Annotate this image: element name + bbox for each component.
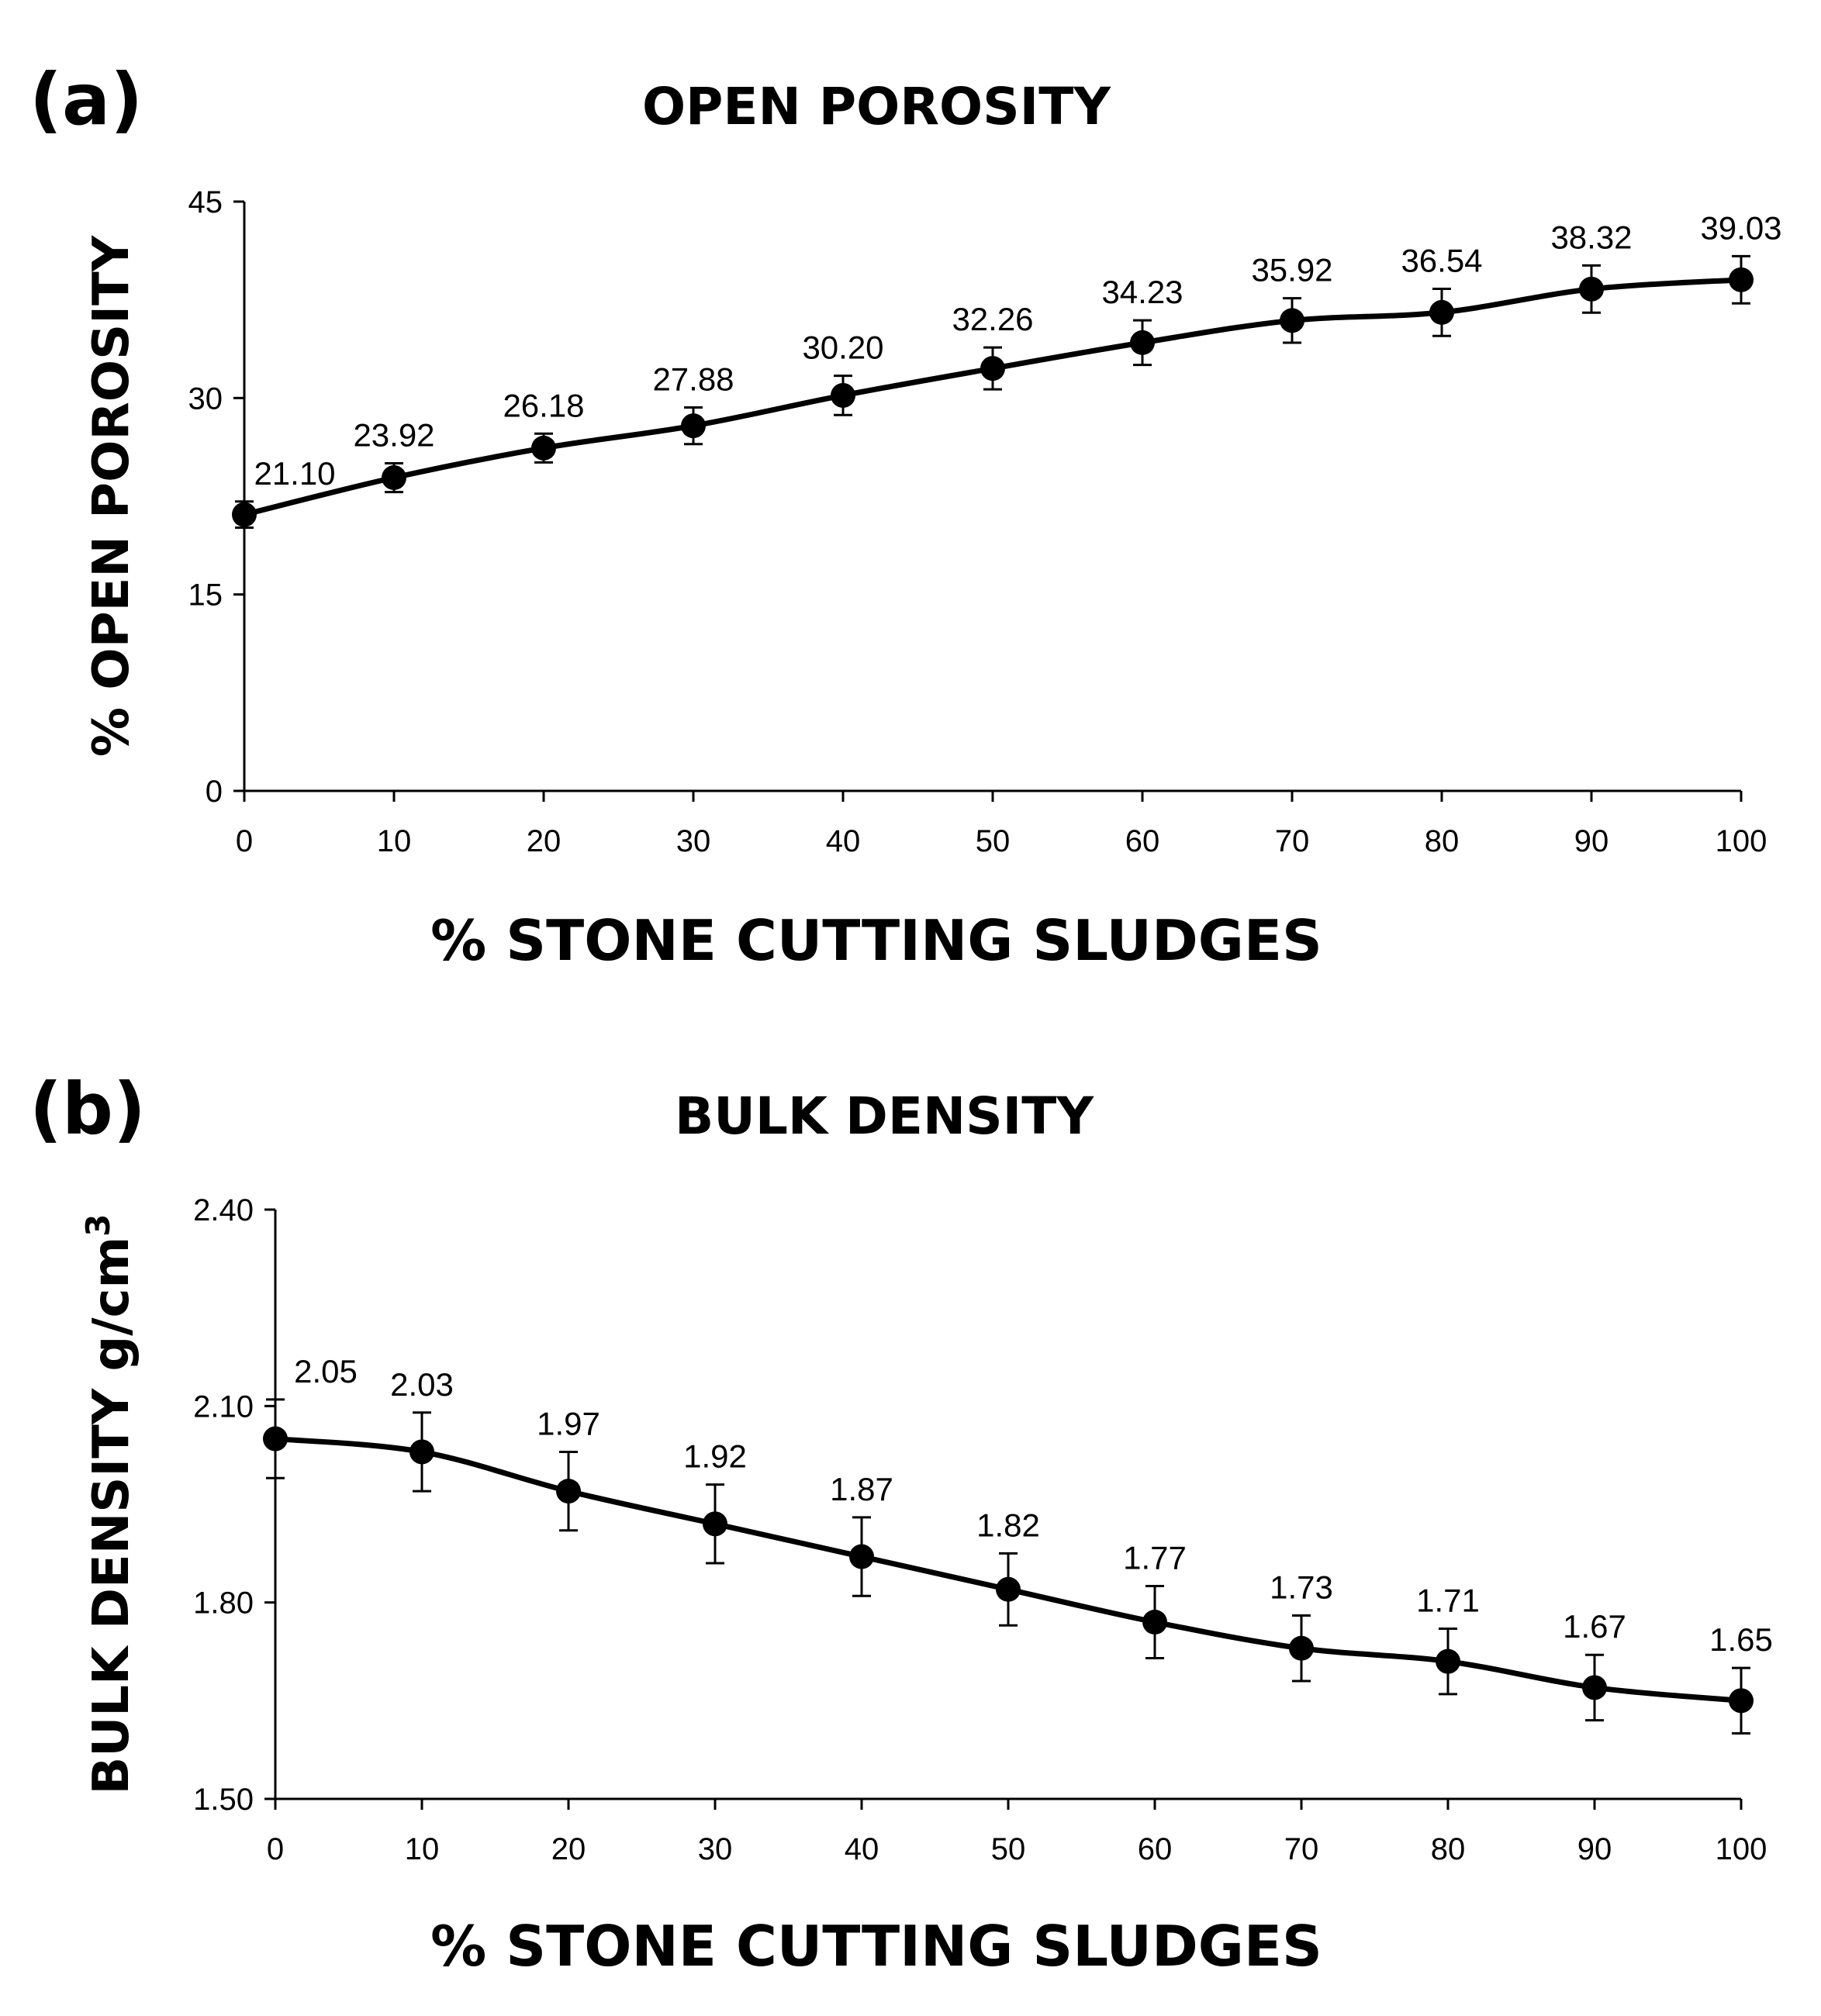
y-tick-label: 30 [188,381,223,416]
x-tick-label: 10 [405,1832,440,1866]
y-tick-label: 2.40 [193,1193,254,1227]
data-point [1429,299,1454,325]
x-tick-label: 80 [1431,1832,1466,1866]
data-point [1729,1688,1754,1714]
data-label: 38.32 [1550,219,1632,255]
x-axis-label: % STONE CUTTING SLUDGES [430,1914,1322,1979]
panel-label: (b) [29,1068,146,1151]
y-tick-label: 1.50 [193,1783,254,1817]
data-label: 2.05 [294,1353,358,1389]
data-point [409,1439,434,1465]
x-tick-label: 10 [377,824,412,858]
x-tick-label: 20 [551,1832,586,1866]
x-tick-label: 30 [676,824,711,858]
data-point [1582,1675,1607,1700]
data-label: 1.73 [1270,1569,1333,1606]
x-tick-label: 40 [826,824,861,858]
data-label: 1.71 [1416,1582,1480,1618]
data-label: 32.26 [952,301,1033,337]
x-tick-label: 70 [1284,1832,1319,1866]
x-tick-label: 70 [1275,824,1310,858]
data-label: 1.82 [976,1507,1040,1543]
data-label: 36.54 [1401,242,1482,278]
data-label: 1.65 [1709,1621,1773,1658]
data-label: 23.92 [353,416,434,453]
y-tick-label: 2.10 [193,1389,254,1424]
y-tick-label: 45 [188,185,223,219]
y-axis-label: BULK DENSITY g/cm3 [79,1213,140,1794]
x-tick-label: 60 [1125,824,1160,858]
data-label: 26.18 [503,387,584,423]
data-point [1289,1635,1314,1661]
data-point [531,435,556,461]
x-tick-label: 100 [1716,1832,1767,1866]
data-point [263,1426,288,1452]
data-label: 1.97 [537,1405,600,1441]
data-point [681,413,706,439]
x-tick-label: 60 [1138,1832,1173,1866]
x-tick-label: 20 [527,824,562,858]
y-tick-label: 1.80 [193,1586,254,1621]
data-point [980,356,1005,381]
data-point [996,1576,1021,1602]
x-tick-label: 0 [236,824,253,858]
data-label: 2.03 [390,1366,454,1403]
y-tick-label: 15 [188,578,223,613]
data-label: 35.92 [1251,252,1332,288]
y-axis-label-superscript: 3 [79,1213,117,1236]
x-tick-label: 50 [991,1832,1026,1866]
x-tick-label: 0 [267,1832,284,1866]
x-tick-label: 40 [845,1832,879,1866]
y-axis-label-text: BULK DENSITY g/cm [83,1237,140,1795]
chart-title: BULK DENSITY [675,1086,1094,1146]
data-point [556,1479,581,1504]
x-tick-label: 90 [1577,1832,1612,1866]
data-label: 1.87 [830,1471,893,1507]
x-tick-label: 50 [976,824,1011,858]
data-point [703,1511,727,1537]
data-label: 27.88 [652,361,734,397]
data-point [1130,330,1155,355]
x-axis-label: % STONE CUTTING SLUDGES [430,908,1322,973]
x-tick-label: 80 [1425,824,1460,858]
data-label: 30.20 [802,330,883,366]
data-point [1142,1610,1167,1635]
data-point [849,1544,874,1569]
x-tick-label: 90 [1574,824,1609,858]
data-label: 1.67 [1563,1608,1626,1645]
panel-label: (a) [29,58,143,141]
plot-area: 1.50 1.80 2.10 2.40 0 10 20 30 40 50 60 70 80 90 100 2.… [193,1193,1773,1866]
data-label: 34.23 [1101,274,1183,310]
data-label: 21.10 [254,455,335,492]
plot-area: 0 15 30 45 0 10 20 30 40 50 60 70 80 90 100 21.10 23.92 2… [188,185,1782,858]
y-axis-label: % OPEN POROSITY [83,235,140,757]
data-point [831,382,855,408]
x-tick-label: 30 [698,1832,733,1866]
data-label: 1.92 [683,1438,747,1475]
y-tick-label: 0 [206,775,223,809]
chart-panel-a: (a) OPEN POROSITY % OPEN POROSITY % STON… [29,58,1782,973]
data-point [382,465,406,491]
data-label: 39.03 [1700,209,1781,246]
data-point [232,502,257,527]
data-point [1729,267,1754,292]
data-point [1579,276,1604,302]
x-tick-label: 100 [1716,824,1767,858]
chart-title: OPEN POROSITY [642,77,1111,136]
data-point [1436,1648,1460,1674]
chart-panel-b: (b) BULK DENSITY BULK DENSITY g/cm3 % ST… [29,1068,1773,1979]
data-point [1280,308,1304,333]
data-label: 1.77 [1123,1540,1187,1576]
